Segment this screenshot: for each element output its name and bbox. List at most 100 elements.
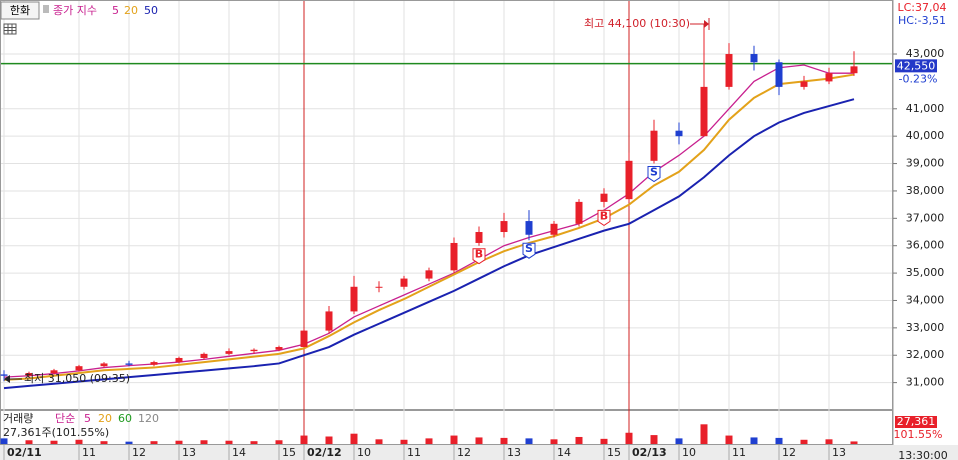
signal-badge (597, 209, 611, 226)
candle-body (325, 311, 333, 331)
candle-body (25, 373, 33, 376)
candle-body (375, 286, 383, 288)
volume-bar (825, 439, 833, 444)
volume-bar (750, 437, 758, 444)
candle-body (625, 160, 633, 200)
x-tick-label: 11 (407, 446, 421, 459)
volume-bar (200, 440, 208, 444)
volume-bar (250, 441, 258, 444)
volume-legend-entry: 5 (84, 412, 91, 425)
volume-bar (400, 439, 408, 444)
volume-bar (175, 440, 183, 444)
x-tick-label: 13 (507, 446, 521, 459)
candle-body (775, 62, 783, 87)
volume-bar (450, 435, 458, 444)
volume-bar (425, 438, 433, 444)
x-axis-strip (0, 445, 958, 460)
candle-body (700, 86, 708, 137)
signal-badge (647, 166, 661, 183)
volume-bar (525, 438, 533, 444)
volume-bar (300, 435, 308, 444)
low-arrow (4, 375, 22, 383)
signal-badge (472, 248, 486, 265)
volume-bar (150, 441, 158, 444)
candle-body (725, 54, 733, 87)
volume-bar (225, 440, 233, 444)
candle-body (50, 370, 58, 374)
candle-body (350, 286, 358, 312)
y-tick-label: 39,000 (906, 157, 945, 170)
candle-body (225, 351, 233, 354)
last-price-box (895, 59, 937, 73)
y-tick-label: 35,000 (906, 266, 945, 279)
signal-label: S (525, 242, 533, 255)
x-tick-label: 13 (182, 446, 196, 459)
volume-last-label: 27,361 (897, 415, 936, 428)
volume-bar (0, 438, 8, 444)
volume-bar (100, 441, 108, 444)
volume-bar (700, 424, 708, 444)
y-tick-label: 43,000 (906, 47, 945, 60)
symbol-box[interactable] (0, 1, 40, 20)
change-label: -0.23% (899, 72, 938, 85)
y-tick-label: 32,000 (906, 348, 945, 361)
low-annotation: 최저 31,050 (09:35) (24, 372, 130, 385)
x-tick-label: 02/11 (7, 446, 42, 459)
candle-body (475, 232, 483, 243)
x-tick-label: 02/12 (307, 446, 342, 459)
legend-entry: 5 (112, 4, 119, 17)
x-tick-label: 12 (457, 446, 471, 459)
volume-bar (50, 440, 58, 444)
candle-body (750, 54, 758, 63)
volume-bar (375, 439, 383, 444)
grid (1, 1, 892, 444)
candle-body (125, 363, 133, 365)
high-arrow (690, 18, 710, 30)
ma-label: 종가 지수 (53, 4, 97, 17)
y-tick-label: 33,000 (906, 321, 945, 334)
legend-entry: 20 (124, 4, 138, 17)
symbol[interactable]: 한화 (10, 4, 30, 17)
grid-icon[interactable] (3, 23, 17, 35)
volume-legend-entry: 20 (98, 412, 112, 425)
volume-bar (275, 440, 283, 444)
signal-label: B (475, 248, 483, 261)
candle-body (300, 330, 308, 348)
volume-ma-label: 단순 (55, 412, 75, 425)
x-tick-label: 11 (732, 446, 746, 459)
x-tick-label: 12 (782, 446, 796, 459)
x-tick-label: 10 (682, 446, 696, 459)
volume-bar (775, 437, 783, 444)
volume-bar (75, 439, 83, 444)
candle-body (250, 349, 258, 352)
signal-label: B (600, 209, 608, 222)
volume-legend-entry: 60 (118, 412, 132, 425)
x-tick-label: 13 (832, 446, 846, 459)
lc-label: LC:37,04 (897, 1, 946, 14)
candle-body (675, 130, 683, 137)
candle-body (825, 73, 833, 82)
x-tick-label: 15 (607, 446, 621, 459)
y-tick-label: 34,000 (906, 293, 945, 306)
volume-bar (675, 438, 683, 444)
candle-body (75, 366, 83, 371)
candle-body (525, 221, 533, 235)
y-tick-label: 41,000 (906, 102, 945, 115)
candle-body (100, 363, 108, 367)
x-tick-label: 11 (82, 446, 96, 459)
signal-badge (522, 242, 536, 259)
legend-entry: 50 (144, 4, 158, 17)
candle-body (200, 353, 208, 358)
y-tick-label: 38,000 (906, 184, 945, 197)
volume-bar (350, 433, 358, 444)
volume-bar (550, 439, 558, 444)
volume-bar (125, 441, 133, 444)
candle-body (850, 66, 858, 74)
x-tick-label: 15 (282, 446, 296, 459)
volume-summary: 27,361주(101.55%) (3, 426, 109, 439)
volume-ratio-label: 101.55% (894, 428, 943, 441)
x-tick-label: 10 (357, 446, 371, 459)
y-tick-label: 31,000 (906, 376, 945, 389)
